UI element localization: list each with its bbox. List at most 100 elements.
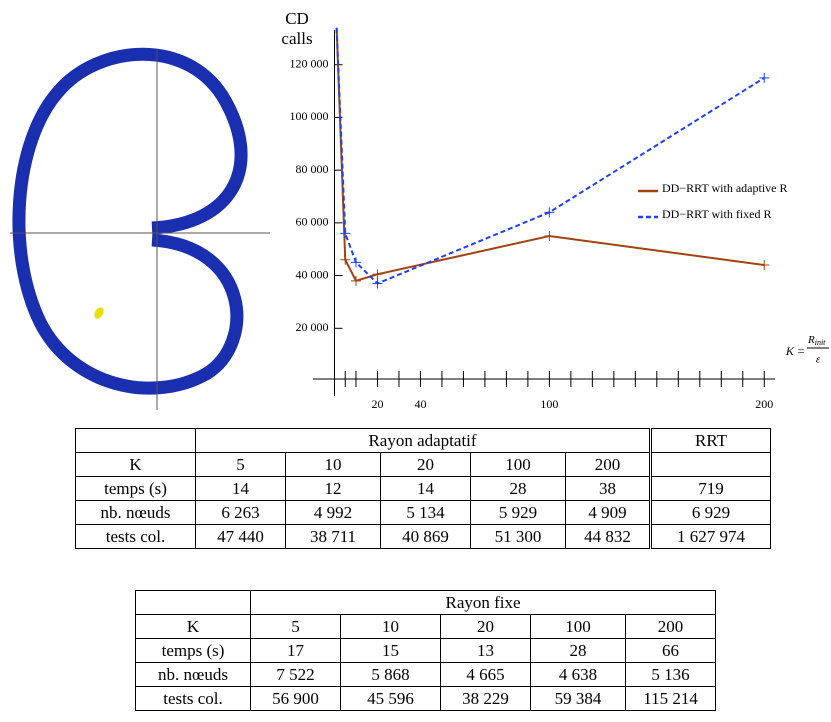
cell: 200 [564, 452, 652, 477]
cell: 47 440 [195, 524, 286, 549]
row-header: nb. nœuds [135, 662, 251, 687]
cell: 4 665 [440, 662, 531, 687]
point-marker [340, 228, 351, 239]
y-tick-label: 120 000 [289, 56, 328, 70]
x-tick-label: 100 [540, 397, 558, 411]
x-label: ε [816, 354, 821, 366]
row: temps (s) 14 12 14 28 38 719 [75, 476, 772, 501]
row-header: nb. nœuds [75, 500, 196, 525]
x-tick-label: 20 [371, 397, 383, 411]
table-adaptive: Rayon adaptatif RRT K 5 10 20 100 200 temps (s) 1… [75, 428, 772, 549]
empty-cell [135, 590, 251, 615]
y-tick-label: 40 000 [295, 267, 328, 281]
cell: 5 929 [470, 500, 566, 525]
cell: 28 [530, 638, 626, 663]
row: nb. nœuds 6 263 4 992 5 134 5 929 4 909 6 929 [75, 500, 772, 525]
point-marker [372, 269, 383, 280]
cell: 15 [340, 638, 441, 663]
legend-label: DD−RRT with adaptive R [662, 181, 787, 195]
cell: 10 [285, 452, 381, 477]
row: nb. nœuds 7 522 5 868 4 665 4 638 5 136 [135, 662, 717, 687]
x-label: Rinit [807, 334, 826, 347]
cell: 13 [440, 638, 531, 663]
cell: 14 [195, 476, 286, 501]
legend-label: DD−RRT with fixed R [662, 207, 772, 221]
point-marker [350, 257, 361, 268]
x-label: R [807, 334, 815, 346]
y-tick-label: 80 000 [295, 162, 328, 176]
plot: 20 000 40 000 60 000 80 000 100 000 120 000 20… [281, 9, 829, 411]
cell: 56 900 [250, 686, 341, 711]
row-header: temps (s) [75, 476, 196, 501]
row-header: K [75, 452, 196, 477]
cell: 14 [380, 476, 471, 501]
empty-cell [649, 452, 772, 477]
workspace-shape [12, 47, 248, 395]
empty-cell [75, 428, 196, 453]
cell: 45 596 [340, 686, 441, 711]
cell: 12 [285, 476, 381, 501]
cell: 20 [380, 452, 471, 477]
point-marker [372, 278, 383, 289]
point-marker [350, 275, 361, 286]
cell: 5 868 [340, 662, 441, 687]
robot [94, 307, 104, 319]
series-line [335, 27, 765, 283]
y-label: CD [285, 9, 309, 28]
cell: 38 229 [440, 686, 531, 711]
cell: 100 [470, 452, 566, 477]
y-label: calls [281, 29, 312, 48]
group-header: RRT [649, 428, 772, 453]
figure: 20 000 40 000 60 000 80 000 100 000 120 000 20… [10, 9, 829, 411]
cell: 59 384 [530, 686, 626, 711]
row: tests col. 47 440 38 711 40 869 51 300 44 832… [75, 524, 772, 549]
cell: 66 [624, 638, 717, 663]
cell: 200 [624, 614, 717, 639]
cell: 1 627 974 [649, 524, 772, 549]
cell: 4 992 [285, 500, 381, 525]
header-row: Rayon fixe [135, 590, 717, 615]
header-row: Rayon adaptatif RRT [75, 428, 772, 453]
group-header: Rayon adaptatif [194, 428, 652, 453]
cell: 100 [530, 614, 626, 639]
row-header: temps (s) [135, 638, 251, 663]
point-marker [759, 72, 770, 83]
point-marker [544, 231, 555, 242]
row: tests col. 56 900 45 596 38 229 59 384 115 21… [135, 686, 717, 711]
cell: 4 909 [564, 500, 652, 525]
x-tick-label: 200 [755, 397, 773, 411]
row: temps (s) 17 15 13 28 66 [135, 638, 717, 663]
table-fixed: Rayon fixe K 5 10 20 100 200 temps (s) 17 15 13 28 6… [135, 590, 717, 711]
x-tick-label: 40 [414, 397, 426, 411]
row-header: tests col. [75, 524, 196, 549]
cell: 6 929 [649, 500, 772, 525]
point-marker [759, 260, 770, 271]
cell: 7 522 [250, 662, 341, 687]
row-header: K [135, 614, 251, 639]
y-tick-label: 100 000 [289, 109, 328, 123]
cell: 6 263 [195, 500, 286, 525]
cell: 38 [564, 476, 652, 501]
group-header: Rayon fixe [249, 590, 717, 615]
y-tick-label: 20 000 [295, 320, 328, 334]
cell: 28 [470, 476, 566, 501]
x-label: K = [785, 344, 805, 358]
point-marker [340, 254, 351, 265]
cell: 4 638 [530, 662, 626, 687]
y-tick-label: 60 000 [295, 215, 328, 229]
point-marker [544, 207, 555, 218]
left-drawing [10, 47, 270, 410]
cell: 5 134 [380, 500, 471, 525]
row: K 5 10 20 100 200 [75, 452, 772, 477]
cell: 38 711 [285, 524, 381, 549]
cell: 17 [250, 638, 341, 663]
cell: 719 [649, 476, 772, 501]
x-label: init [815, 338, 826, 347]
cell: 10 [340, 614, 441, 639]
row-header: tests col. [135, 686, 251, 711]
cell: 20 [440, 614, 531, 639]
cell: 115 214 [624, 686, 717, 711]
cell: 5 136 [624, 662, 717, 687]
cell: 44 832 [564, 524, 652, 549]
